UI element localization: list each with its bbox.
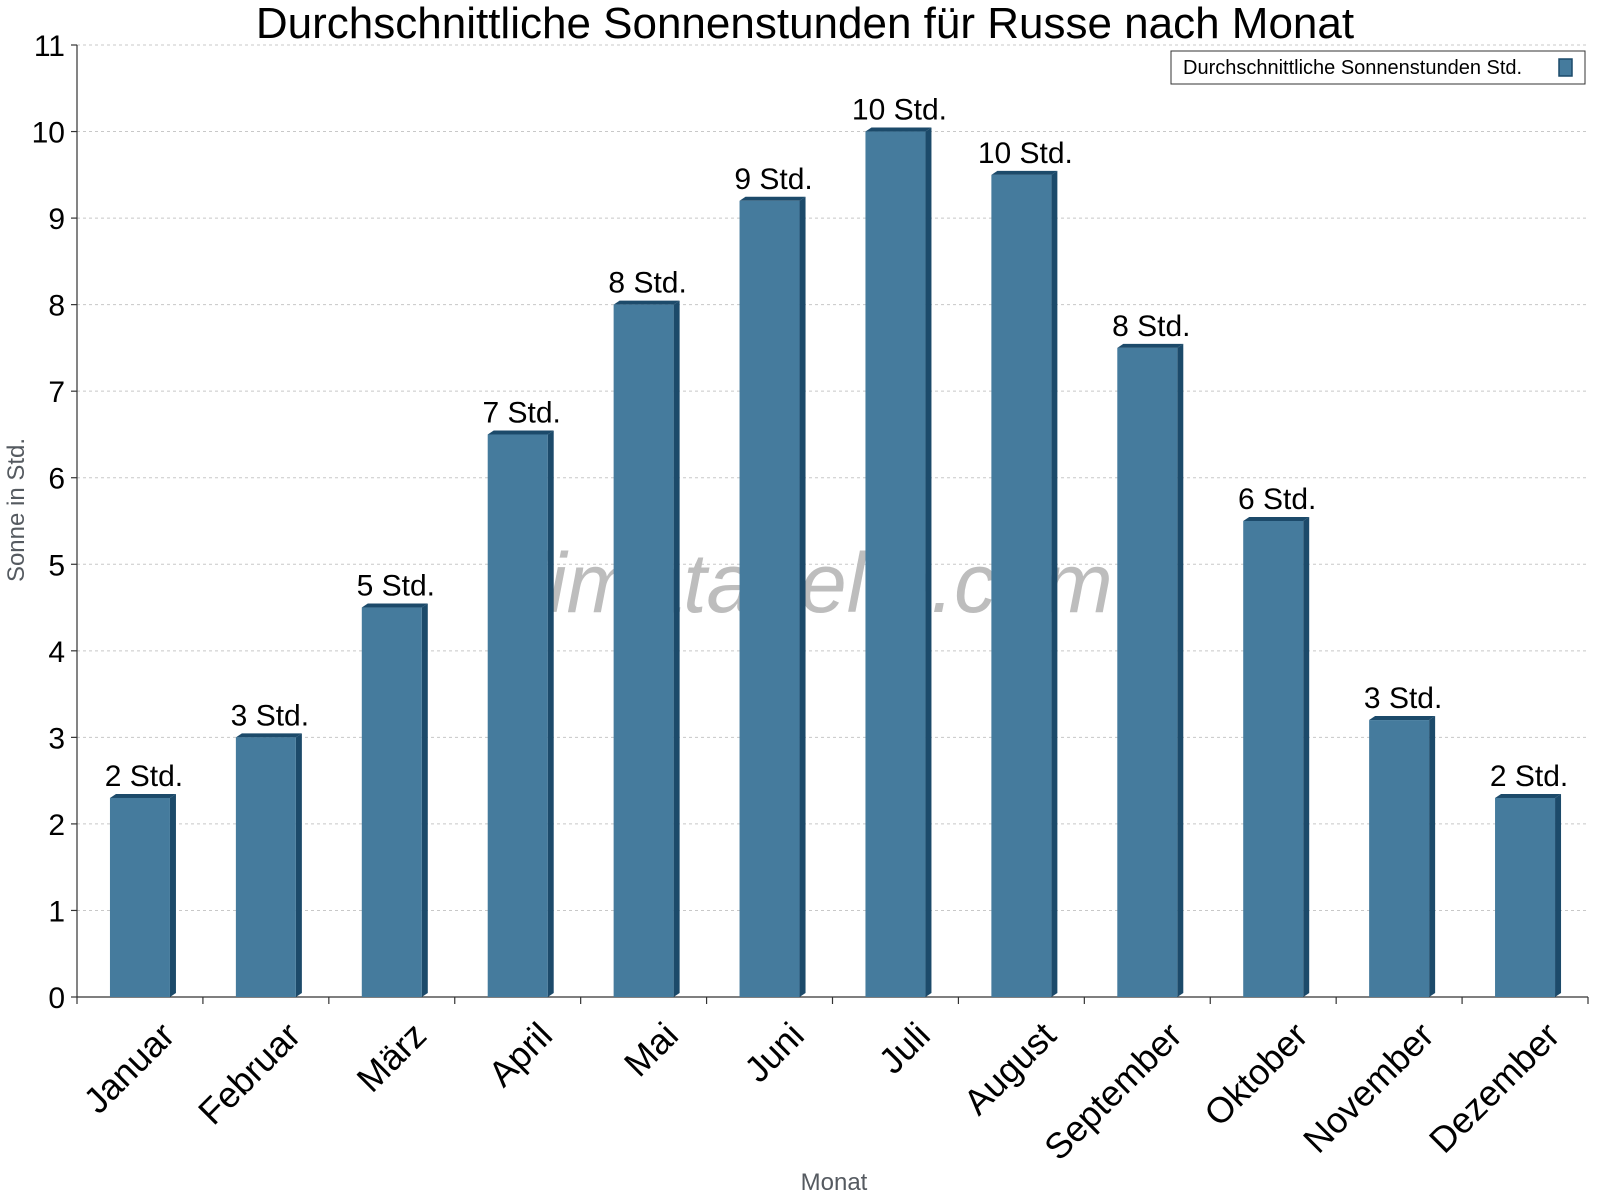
bar-side — [1303, 517, 1310, 997]
bar — [235, 733, 302, 997]
bar-front — [1369, 720, 1430, 997]
y-tick-label: 9 — [48, 203, 65, 236]
data-label: 2 Std. — [1490, 760, 1568, 793]
legend: Durchschnittliche Sonnenstunden Std. — [1170, 50, 1586, 85]
x-tick-label: August — [955, 1014, 1063, 1122]
bar-top — [613, 300, 680, 305]
x-tick-label: Dezember — [1421, 1014, 1567, 1160]
bar-side — [925, 127, 932, 997]
bar-front — [739, 200, 800, 998]
data-label: 7 Std. — [483, 396, 561, 429]
bar-front — [865, 131, 926, 997]
data-label: 3 Std. — [1364, 682, 1442, 715]
bars — [109, 127, 1562, 998]
bar-front — [235, 737, 296, 997]
data-label: 10 Std. — [978, 137, 1073, 170]
bar-side — [547, 430, 554, 997]
bar — [991, 170, 1058, 997]
x-tick-label: März — [349, 1014, 435, 1100]
y-tick-label: 0 — [48, 982, 65, 1015]
bar — [613, 300, 680, 997]
y-tick-label: 2 — [48, 809, 65, 842]
x-tick-label: Januar — [75, 1014, 182, 1121]
axes — [71, 44, 1589, 1004]
bar-front — [361, 607, 422, 997]
bar-top — [1117, 343, 1184, 348]
grid-lines — [77, 44, 1588, 911]
bar-top — [109, 793, 176, 798]
x-tick-label: April — [480, 1014, 560, 1094]
x-tick-label: Februar — [190, 1014, 308, 1132]
data-label: 2 Std. — [105, 760, 183, 793]
bar-top — [361, 603, 428, 608]
bar-side — [1429, 716, 1436, 997]
y-axis-label: Sonne in Std. — [3, 438, 30, 582]
data-label: 5 Std. — [357, 570, 435, 603]
y-tick-label: 11 — [34, 30, 65, 63]
y-tick-label: 5 — [48, 549, 65, 582]
data-label: 8 Std. — [1112, 310, 1190, 343]
y-tick-label: 7 — [48, 376, 65, 409]
data-label: 6 Std. — [1238, 483, 1316, 516]
y-tick-label: 10 — [32, 117, 65, 150]
y-tick-label: 8 — [48, 290, 65, 323]
y-tick-labels: 0 1 2 3 4 5 6 7 8 9 10 11 — [32, 30, 65, 1015]
x-tick-label: September — [1036, 1014, 1190, 1168]
bar-top — [487, 430, 554, 435]
bar — [109, 793, 176, 997]
x-tick-label: Mai — [616, 1014, 686, 1084]
x-axis-label: Monat — [801, 1169, 868, 1196]
bar-side — [1051, 170, 1058, 997]
bar — [739, 196, 806, 998]
bar-front — [1117, 347, 1178, 998]
bar-top — [235, 733, 302, 738]
bar-front — [1495, 797, 1556, 997]
data-label: 8 Std. — [608, 267, 686, 300]
bar-side — [421, 603, 428, 997]
bar-front — [109, 797, 170, 997]
legend-label: Durchschnittliche Sonnenstunden Std. — [1183, 57, 1522, 79]
data-label: 10 Std. — [852, 94, 947, 127]
x-tick-label: Juli — [871, 1014, 938, 1081]
legend-swatch — [1558, 58, 1573, 77]
x-tick-label: November — [1295, 1014, 1441, 1160]
bar-side — [799, 196, 806, 998]
bar — [487, 430, 554, 997]
bar-top — [865, 127, 932, 132]
y-tick-label: 6 — [48, 463, 65, 496]
bar — [361, 603, 428, 997]
bar-side — [1177, 343, 1184, 998]
data-label: 3 Std. — [231, 699, 309, 732]
legend-box — [1170, 50, 1586, 85]
bar — [1495, 793, 1562, 997]
y-tick-label: 3 — [48, 722, 65, 755]
bar-front — [991, 174, 1052, 997]
x-tick-label: Juni — [736, 1014, 812, 1090]
bar — [1117, 343, 1184, 998]
bar-side — [1555, 793, 1562, 997]
y-tick-label: 1 — [48, 895, 65, 928]
y-tick-label: 4 — [48, 636, 65, 669]
x-tick-label: Oktober — [1196, 1014, 1316, 1134]
bar — [1369, 716, 1436, 997]
bar-side — [169, 793, 176, 997]
data-label: 9 Std. — [734, 163, 812, 196]
bar-top — [1369, 716, 1436, 721]
bar-top — [1243, 517, 1310, 521]
bar-top — [1495, 793, 1562, 798]
data-labels: 2 Std. 3 Std. 5 Std. 7 Std. 8 Std. 9 Std. 10 S… — [105, 94, 1568, 793]
chart-title: Durchschnittliche Sonnenstunden für Russ… — [256, 0, 1354, 48]
bar-top — [739, 196, 806, 201]
bar-side — [295, 733, 302, 997]
bar — [865, 127, 932, 997]
bar-side — [673, 300, 680, 997]
bar-front — [487, 434, 548, 997]
bar-front — [1243, 521, 1304, 997]
x-tick-labels: Januar Februar März April Mai Juni Juli AugustS… — [75, 1014, 1567, 1168]
bar-top — [991, 170, 1058, 175]
bar-front — [613, 304, 674, 997]
bar — [1243, 517, 1310, 997]
